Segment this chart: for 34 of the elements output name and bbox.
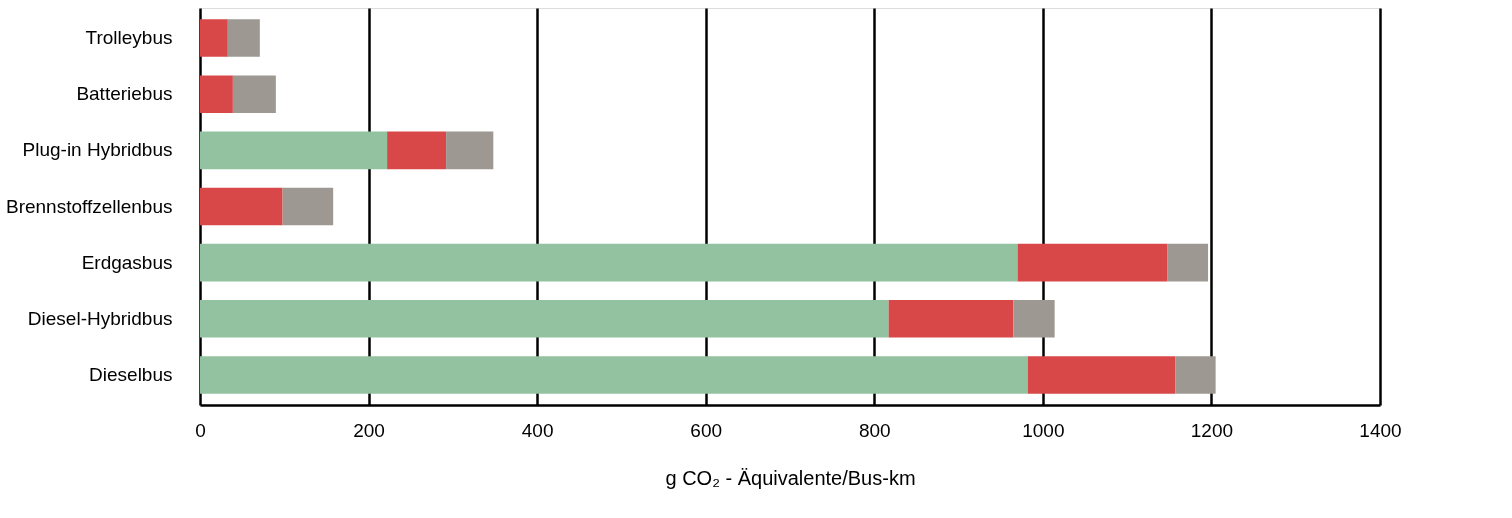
bar [387, 131, 447, 170]
x-tick-label: 800 [858, 419, 891, 441]
bar [1175, 356, 1216, 394]
bar [282, 187, 334, 226]
bar [200, 75, 233, 114]
bar [232, 75, 276, 114]
bar [1017, 243, 1168, 282]
y-tick-label: Dieselbus [89, 363, 173, 385]
bar [200, 19, 228, 57]
bar [200, 299, 889, 338]
x-tick-label: 0 [195, 419, 206, 441]
bar [1027, 356, 1176, 394]
bar [1013, 299, 1055, 338]
y-tick-label: Diesel-Hybridbus [27, 307, 173, 329]
bar [200, 243, 1018, 282]
x-tick-label: 1000 [1022, 419, 1065, 441]
x-tick-label: 1400 [1359, 419, 1402, 441]
bar [200, 187, 283, 226]
y-tick-label: Plug-in Hybridbus [22, 139, 173, 161]
y-tick-label: Brennstoffzellenbus [5, 195, 173, 217]
bar [1167, 243, 1209, 282]
bar [888, 299, 1014, 338]
x-tick-label: 1200 [1190, 419, 1234, 441]
bar [200, 356, 1028, 394]
x-tick-label: 600 [690, 419, 723, 441]
bar [200, 131, 388, 170]
bar [227, 19, 260, 57]
x-tick-label: 200 [353, 419, 385, 441]
y-tick-label: Erdgasbus [81, 251, 173, 273]
x-tick-label: 400 [521, 419, 554, 441]
x-axis-title: g CO₂ - Äquivalente/Bus-km [665, 466, 916, 489]
bar [446, 131, 494, 170]
y-tick-label: Trolleybus [85, 27, 173, 49]
y-tick-label: Batteriebus [76, 83, 173, 105]
